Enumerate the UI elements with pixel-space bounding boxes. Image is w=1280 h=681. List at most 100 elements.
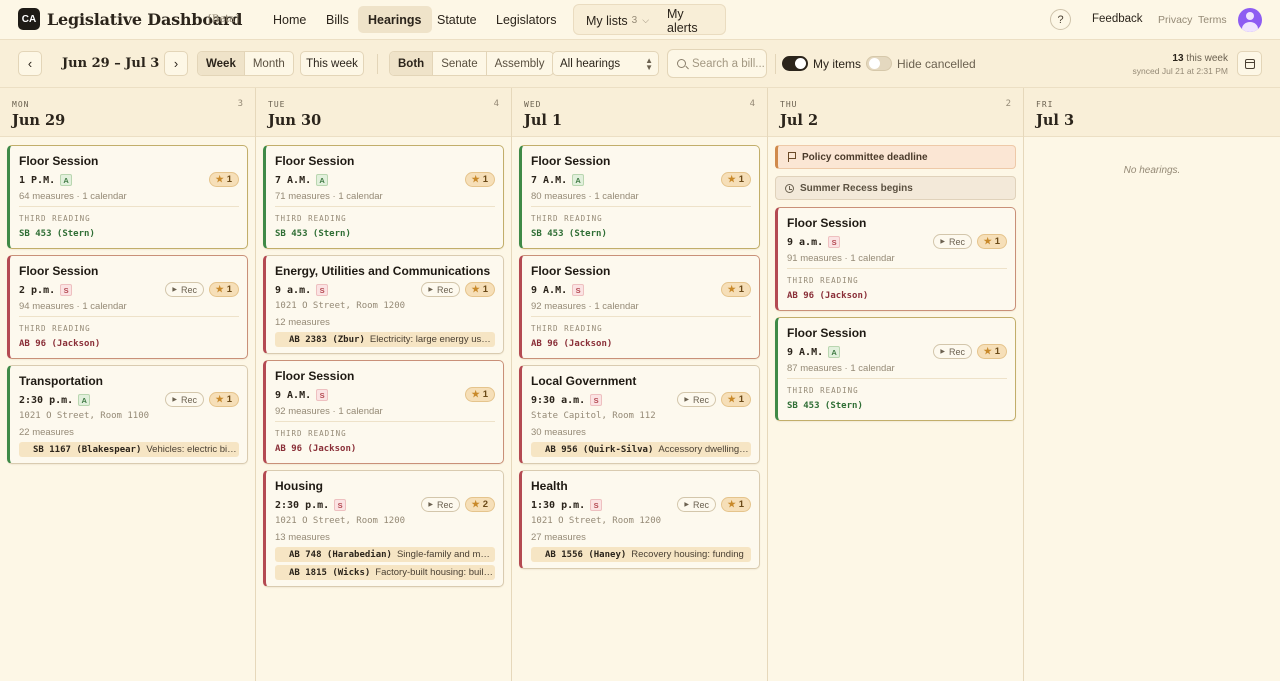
nav-bills[interactable]: Bills [326,12,349,27]
hearing-time-row: 9 a.m. S [787,236,841,248]
hearing-location: 1021 O Street, Room 1100 [19,411,150,421]
bill-row[interactable]: AB 1815 (Wicks) Factory-built housing: bu… [275,565,495,580]
chamber-assembly-button[interactable]: Assembly [494,57,545,70]
terms-link[interactable]: Terms [1198,14,1227,26]
hearing-card[interactable]: Floor Session 1 P.M. A ★ 1 64 measures · 1 ca… [7,145,248,249]
bill-row[interactable]: AB 956 (Quirk-Silva) Accessory dwelling u… [531,442,751,457]
reading-label: THIRD READING [787,276,859,285]
nav-legislators[interactable]: Legislators [496,12,557,27]
senate-badge: S [60,284,73,296]
chamber-senate-button[interactable]: Senate [433,52,487,75]
nav-my-lists[interactable]: My lists 3 ⌵ [576,7,659,34]
bill-row[interactable]: SB 1167 (Blakespear) Vehicles: electric b… [19,442,239,457]
next-week-button[interactable]: › [164,51,188,76]
hearing-title: Energy, Utilities and Communications [275,264,491,278]
reading-bill[interactable]: SB 453 (Stern) [531,229,607,239]
senate-badge: S [590,499,603,511]
hearing-measures: 92 measures · 1 calendar [531,301,639,312]
tracked-count-badge[interactable]: ★ 1 [720,497,751,512]
calendar-picker-button[interactable] [1237,51,1262,76]
hearing-card[interactable]: Energy, Utilities and Communications 9 a.… [263,255,504,354]
reading-bill[interactable]: AB 96 (Jackson) [19,339,101,349]
hearing-card[interactable]: Housing 2:30 p.m. S ★ 2 ▶ Rec 1021 O Street, Ro… [263,470,504,587]
recording-button[interactable]: ▶ Rec [165,282,204,297]
tracked-count-badge[interactable]: ★ 1 [208,282,239,297]
nav-statute[interactable]: Statute [437,12,477,27]
bill-row[interactable]: AB 1556 (Haney) Recovery housing: funding [531,547,751,562]
tracked-count-badge[interactable]: ★ 1 [464,282,495,297]
reading-bill[interactable]: AB 96 (Jackson) [787,291,869,301]
my-items-toggle[interactable] [782,56,808,71]
tracked-count-badge[interactable]: ★ 1 [464,387,495,402]
bill-row[interactable]: AB 2383 (Zbur) Electricity: large energy … [275,332,495,347]
app-logo[interactable]: CA [18,8,40,30]
hearing-card[interactable]: Floor Session 9 A.M. A ★ 1 ▶ Rec 87 measures · … [775,317,1016,421]
hearing-card[interactable]: Floor Session 7 A.M. A ★ 1 71 measures · 1 ca… [263,145,504,249]
reading-bill[interactable]: SB 453 (Stern) [275,229,351,239]
this-week-button[interactable]: This week [300,51,364,76]
day-column: THU Jul 2 2 Policy committee deadline Summer… [768,88,1024,681]
recording-button[interactable]: ▶ Rec [933,234,972,249]
hearing-card[interactable]: Floor Session 7 A.M. A ★ 1 80 measures · 1 ca… [519,145,760,249]
nav-my-alerts[interactable]: My alerts [667,6,698,35]
tracked-count-badge[interactable]: ★ 1 [720,172,751,187]
view-month-button[interactable]: Month [252,57,285,70]
play-icon: ▶ [684,502,689,508]
reading-bill[interactable]: SB 453 (Stern) [787,401,863,411]
hearing-card[interactable]: Floor Session 9 A.M. S ★ 1 92 measures · 1 ca… [519,255,760,359]
hearing-filter-select[interactable]: All hearings ▲ ▼ [552,51,659,76]
week-count: 13 this week [1172,53,1228,64]
chevron-down-icon: ⌵ [642,15,650,25]
recording-button[interactable]: ▶ Rec [677,392,716,407]
avatar[interactable] [1238,8,1262,32]
tracked-count-badge[interactable]: ★ 1 [976,344,1007,359]
bill-row[interactable]: AB 748 (Harabedian) Single-family and mul… [275,547,495,562]
reading-bill[interactable]: SB 453 (Stern) [19,229,95,239]
recess-event[interactable]: Summer Recess begins [775,176,1016,200]
help-button[interactable]: ? [1050,9,1071,30]
hearing-time: 2:30 p.m. [19,394,74,406]
tracked-count-badge[interactable]: ★ 2 [464,497,495,512]
bill-search-input[interactable]: Search a bill... [667,49,767,78]
recording-button[interactable]: ▶ Rec [165,392,204,407]
card-divider [531,316,751,317]
recording-button[interactable]: ▶ Rec [421,282,460,297]
tracked-count: 1 [226,174,232,185]
view-week-button[interactable]: Week [198,52,245,75]
reading-bill[interactable]: AB 96 (Jackson) [531,339,613,349]
prev-week-button[interactable]: ‹ [18,51,42,76]
no-hearings-message: No hearings. [1123,165,1181,176]
app-title[interactable]: Legislative Dashboard [47,10,243,29]
bill-code: AB 1815 (Wicks) [289,567,371,578]
hearing-time-row: 9 a.m. S [275,284,329,296]
tracked-count-badge[interactable]: ★ 1 [976,234,1007,249]
hearing-time: 1:30 p.m. [531,499,586,511]
privacy-link[interactable]: Privacy [1158,14,1193,26]
nav-home[interactable]: Home [273,12,307,27]
hearing-measures: 87 measures · 1 calendar [787,363,895,374]
reading-bill[interactable]: AB 96 (Jackson) [275,444,357,454]
tracked-count-badge[interactable]: ★ 1 [720,282,751,297]
hearing-card[interactable]: Floor Session 9 A.M. S ★ 1 92 measures · 1 ca… [263,360,504,464]
tracked-count-badge[interactable]: ★ 1 [464,172,495,187]
hearing-card[interactable]: Floor Session 2 p.m. S ★ 1 ▶ Rec 94 measures · … [7,255,248,359]
deadline-event[interactable]: Policy committee deadline [775,145,1016,169]
recording-button[interactable]: ▶ Rec [677,497,716,512]
hearing-card[interactable]: Local Government 9:30 a.m. S ★ 1 ▶ Rec State Ca… [519,365,760,464]
reading-label: THIRD READING [19,324,91,333]
nav-hearings[interactable]: Hearings [358,6,432,33]
hearing-card[interactable]: Health 1:30 p.m. S ★ 1 ▶ Rec 1021 O Street, Roo… [519,470,760,569]
hearing-card[interactable]: Transportation 2:30 p.m. A ★ 1 ▶ Rec 1021 O Str… [7,365,248,464]
tracked-count-badge[interactable]: ★ 1 [208,172,239,187]
recording-button[interactable]: ▶ Rec [933,344,972,359]
tracked-count-badge[interactable]: ★ 1 [720,392,751,407]
recording-button[interactable]: ▶ Rec [421,497,460,512]
chamber-both-button[interactable]: Both [390,52,434,75]
hide-cancelled-toggle[interactable] [866,56,892,71]
feedback-link[interactable]: Feedback [1092,13,1143,25]
hearing-time: 9 A.M. [531,284,568,296]
tracked-count: 1 [738,174,744,185]
hearing-card[interactable]: Floor Session 9 a.m. S ★ 1 ▶ Rec 91 measures · … [775,207,1016,311]
hearing-time-row: 1 P.M. A [19,174,73,186]
tracked-count-badge[interactable]: ★ 1 [208,392,239,407]
